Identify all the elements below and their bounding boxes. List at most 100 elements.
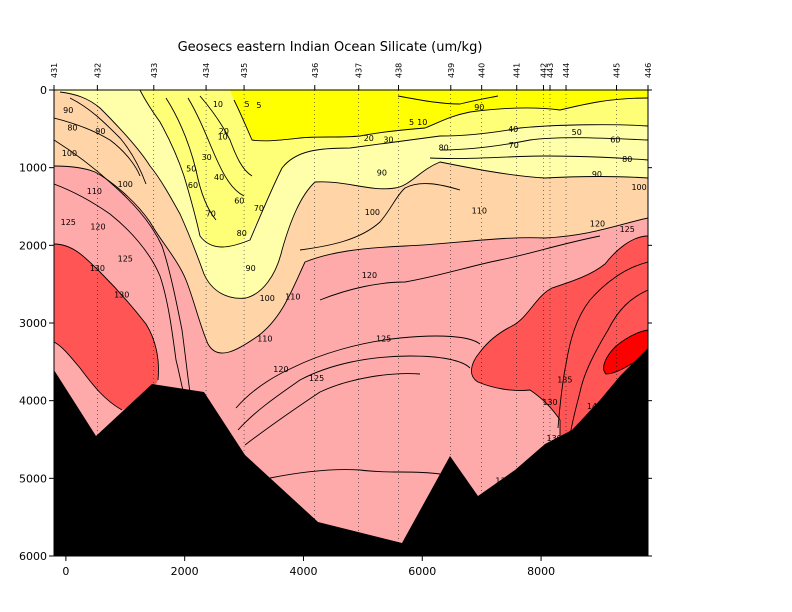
station-label: 437 [355,63,364,78]
y-axis: 0 1000 2000 3000 4000 5000 6000 [19,84,652,563]
contour-label: 60 [610,136,620,145]
contour-line [187,97,245,197]
contour-label: 90 [63,106,73,115]
station-label: 431 [50,63,59,78]
contour-label: 120 [273,365,288,374]
contour-label: 90 [474,103,484,112]
band-130-140-west [54,244,159,410]
station-label: 440 [478,63,487,78]
y-tick-label: 6000 [19,550,47,563]
contour-label: 5 [409,118,414,127]
contour-label: 125 [118,255,133,264]
y-tick-label: 2000 [19,239,47,252]
contour-label: 120 [362,271,377,280]
contour-label: 20 [219,127,229,136]
contour-line [54,139,191,393]
contour-line [319,235,601,301]
contour-label: 30 [383,136,393,145]
contour-label: 120 [90,223,105,232]
contour-line [54,165,648,354]
contour-label: 90 [246,264,256,273]
band-gt140 [603,330,648,374]
station-label: 438 [395,63,404,78]
contour-line [603,329,648,375]
contour-label: 100 [118,180,133,189]
contour-label: 100 [260,294,275,303]
contour-line [165,97,217,221]
y-tick-label: 0 [40,84,47,97]
station-label: 433 [150,63,159,78]
contour-label: 130 [542,398,557,407]
contour-label: 125 [61,218,76,227]
y-tick-label: 1000 [19,162,47,175]
station-label: 435 [240,63,249,78]
contour-label: 70 [206,209,216,218]
y-tick-label: 3000 [19,317,47,330]
contour-line [54,243,159,381]
contour-label: 5 [245,100,250,109]
contour-line [429,155,648,161]
contour-line [471,235,648,470]
y-tick-label: 5000 [19,472,47,485]
station-label: 432 [93,63,102,78]
contour-label: 10 [218,133,228,142]
station-label: 444 [562,63,571,78]
contour-label: 110 [285,293,300,302]
contour-label: 70 [509,141,519,150]
contour-label: 125 [376,335,391,344]
x-tick-label: 4000 [289,565,317,578]
contour-line [569,289,648,437]
station-label: 434 [202,63,211,78]
contour-label: 100 [365,208,380,217]
contour-label: 90 [95,127,105,136]
contour-label: 130 [547,434,562,443]
contour-label: 125 [620,225,635,234]
contour-label: 110 [87,187,102,196]
contour-label: 50 [186,164,196,173]
contour-line [139,90,648,248]
contour-label: 60 [234,196,244,205]
bathymetry [54,348,648,556]
contour-line [244,373,421,446]
contour-line [439,137,648,151]
y-tick-label: 4000 [19,395,47,408]
contour-line [557,261,648,429]
x-tick-label: 8000 [527,565,555,578]
contour-line [233,97,648,142]
contour-label: 60 [188,181,198,190]
chart-title: Geosecs eastern Indian Ocean Silicate (u… [178,40,483,55]
contour-line [54,117,141,177]
contour-line [397,95,499,105]
contour-label: 30 [202,153,212,162]
contour-line [299,183,461,251]
contour-label: 10 [213,100,223,109]
contour-line [199,95,253,177]
x-axis: 0 2000 4000 6000 8000 [62,556,555,578]
contour-label: 90 [592,170,602,179]
contour-line [69,97,147,185]
contour-lines [54,90,648,479]
contour-line [237,355,471,431]
contour-line [59,91,648,299]
station-label: 443 [546,63,555,78]
contour-label: 90 [377,168,387,177]
station-label: 442 [539,63,548,78]
x-tick-label: 6000 [408,565,436,578]
contour-label: 125 [309,374,324,383]
contour-label: 10 [417,118,427,127]
contour-label: 50 [572,128,582,137]
contour-line [269,469,441,479]
contour-label: 80 [67,123,77,132]
contour-label: 70 [254,204,264,213]
station-label: 441 [513,63,522,78]
contour-label: 110 [472,206,487,215]
station-label: 436 [311,63,320,78]
contour-line [235,335,481,409]
contour-label: 80 [237,229,247,238]
contour-line [54,183,185,395]
contour-line [54,341,123,411]
contour-label: 40 [508,125,518,134]
contour-label: 135 [557,376,572,385]
